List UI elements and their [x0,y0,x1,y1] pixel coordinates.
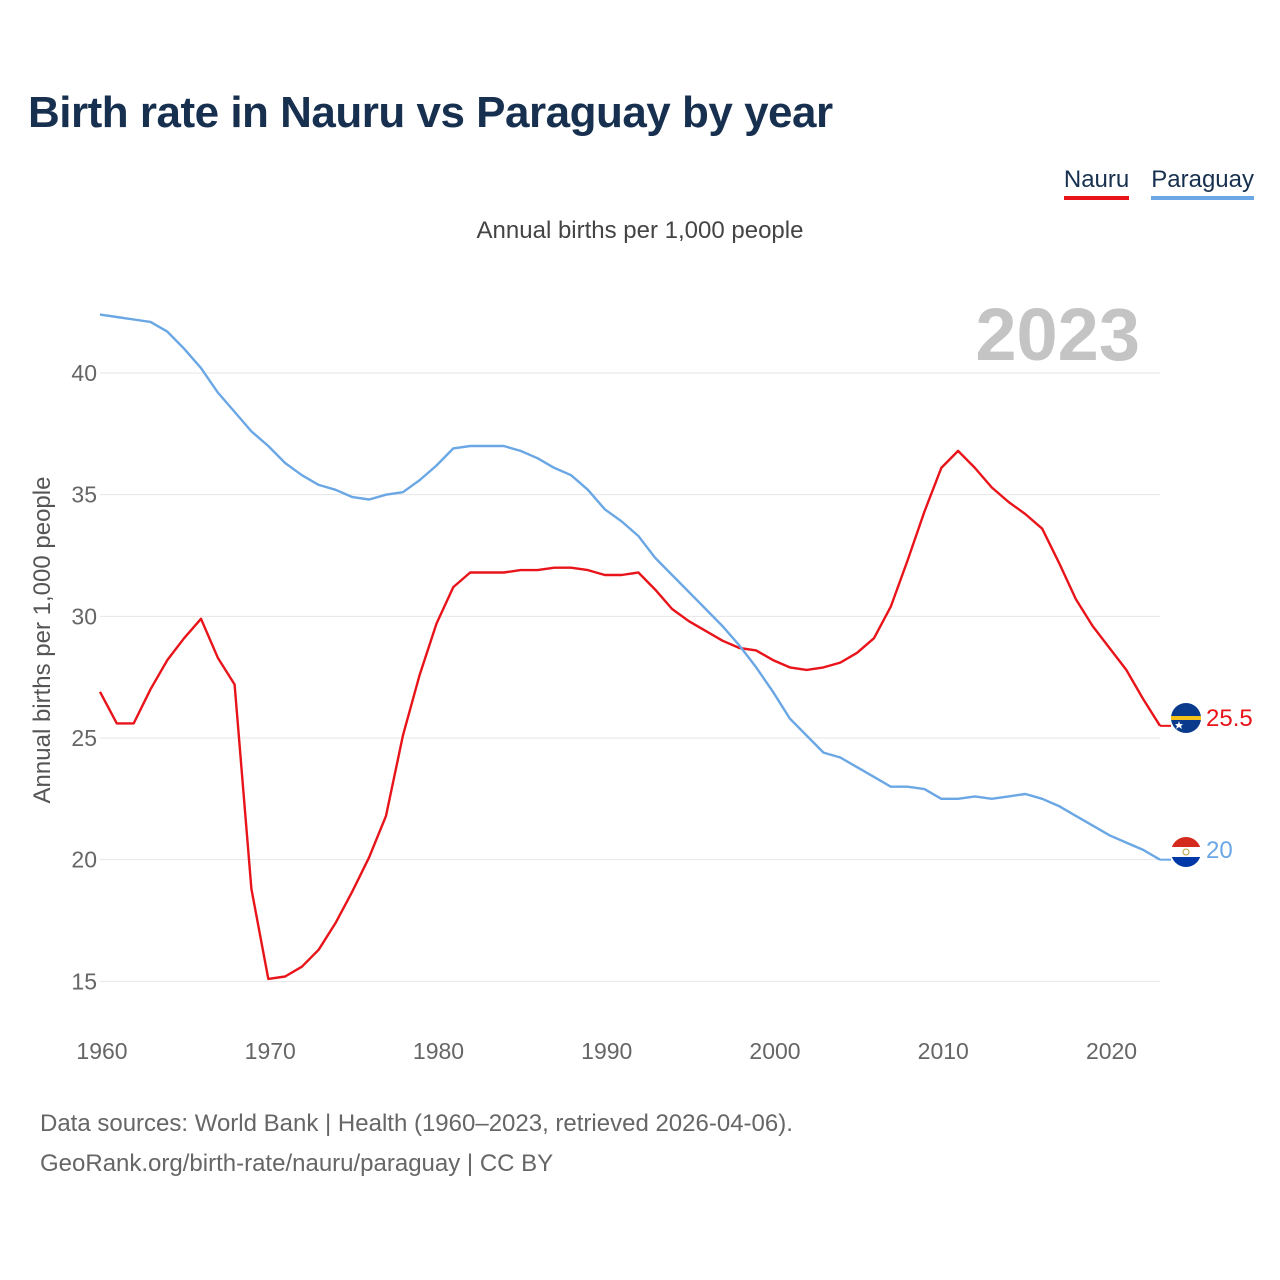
y-tick-label: 20 [71,847,97,873]
series-line-nauru [98,449,1162,981]
gridlines [100,372,1160,982]
x-tick-label: 1960 [76,1038,127,1064]
footer-sources: Data sources: World Bank | Health (1960–… [40,1110,793,1137]
page-title: Birth rate in Nauru vs Paraguay by year [28,88,833,137]
x-tick-label: 1980 [413,1038,464,1064]
series-line-paraguay [99,313,1161,861]
y-axis-label: Annual births per 1,000 people [29,477,56,804]
end-label-nauru: 25.5 [1206,705,1253,732]
series-lines [98,313,1171,981]
footer: Data sources: World Bank | Health (1960–… [40,1104,793,1184]
y-tick-label: 40 [71,360,97,386]
nauru-flag-icon [1171,703,1201,733]
legend: Nauru Paraguay [1063,166,1254,200]
y-tick-label: 35 [71,482,97,508]
x-tick-label: 2020 [1086,1038,1137,1064]
x-tick-label: 1970 [245,1038,296,1064]
legend-item-nauru[interactable]: Nauru [1063,166,1130,200]
year-watermark: 2023 [975,293,1140,376]
x-tick-label: 2010 [918,1038,969,1064]
y-tick-label: 15 [71,968,97,994]
end-label-paraguay: 20 [1206,837,1233,864]
y-tick-label: 25 [71,725,97,751]
legend-item-paraguay[interactable]: Paraguay [1151,166,1254,200]
y-tick-label: 30 [71,603,97,629]
x-tick-label: 2000 [749,1038,800,1064]
chart-subtitle: Annual births per 1,000 people [476,217,804,244]
footer-credit: GeoRank.org/birth-rate/nauru/paraguay | … [40,1150,554,1177]
x-tick-label: 1990 [581,1038,632,1064]
end-markers: 25.5 20 [1171,703,1253,867]
paraguay-flag-icon [1171,837,1201,867]
x-axis-ticks: 1960 1970 1980 1990 2000 2010 2020 [76,1038,1137,1064]
y-axis-ticks: 15 20 25 30 35 40 [71,360,97,994]
